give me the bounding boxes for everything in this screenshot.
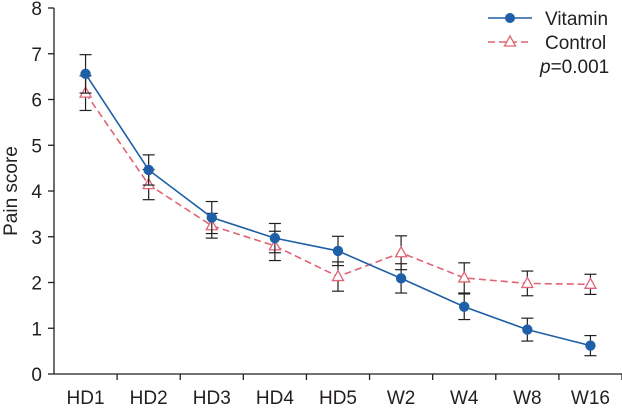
y-tick-label-7: 7 [31,45,42,66]
series-control [78,75,598,297]
control-point-6 [457,270,471,283]
legend-control-marker [503,34,517,47]
x-tick-label-hd5: HD5 [319,388,357,409]
y-tick-label-1: 1 [31,319,42,340]
y-tick-label-0: 0 [31,365,42,386]
vitamin-point-1 [143,164,154,176]
control-point-7 [520,276,534,289]
vitamin-point-8 [585,340,596,351]
y-tick-label-6: 6 [31,91,42,112]
axes [53,8,622,375]
control-point-4 [331,269,345,282]
vitamin-point-2 [206,212,217,223]
vitamin-line [84,73,591,347]
x-tick-label-w4: W4 [450,388,479,409]
p-value-symbol: p [539,57,551,78]
vitamin-point-6 [459,301,470,312]
x-tick-label-hd3: HD3 [193,388,231,409]
series-layer [78,54,598,357]
p-value-annotation: p=0.001 [539,57,609,78]
vitamin-point-5 [395,273,407,284]
y-tick-label-8: 8 [31,0,42,20]
y-axis-label: Pain score [1,146,22,236]
x-tick-label-w2: W2 [387,388,416,409]
vitamin-point-0 [80,68,91,80]
y-tick-label-2: 2 [31,274,42,295]
p-value-text: =0.001 [551,57,610,78]
y-tick-label-3: 3 [31,228,42,249]
control-point-5 [394,245,408,258]
series-vitamin [79,54,597,357]
x-tick-label-hd1: HD1 [67,388,105,409]
legend-control-label: Control [545,33,606,54]
legend: Vitamin Control p=0.001 [488,9,609,78]
x-tick-label-w16: W16 [571,388,610,409]
vitamin-point-3 [269,232,281,244]
vitamin-point-4 [332,245,344,257]
y-axis-ticks: 0 1 2 3 4 5 6 7 8 [31,0,54,386]
x-tick-label-w8: W8 [513,388,542,409]
x-axis-ticks: HD1 HD2 HD3 HD4 HD5 W2 W4 W8 W16 [67,374,622,409]
vitamin-point-7 [522,324,533,335]
legend-vitamin-marker [505,13,515,23]
y-tick-label-4: 4 [31,182,42,203]
legend-vitamin-label: Vitamin [545,9,608,30]
y-tick-label-5: 5 [31,136,42,157]
x-tick-label-hd4: HD4 [256,388,294,409]
control-point-8 [583,276,598,289]
x-tick-label-hd2: HD2 [130,388,168,409]
